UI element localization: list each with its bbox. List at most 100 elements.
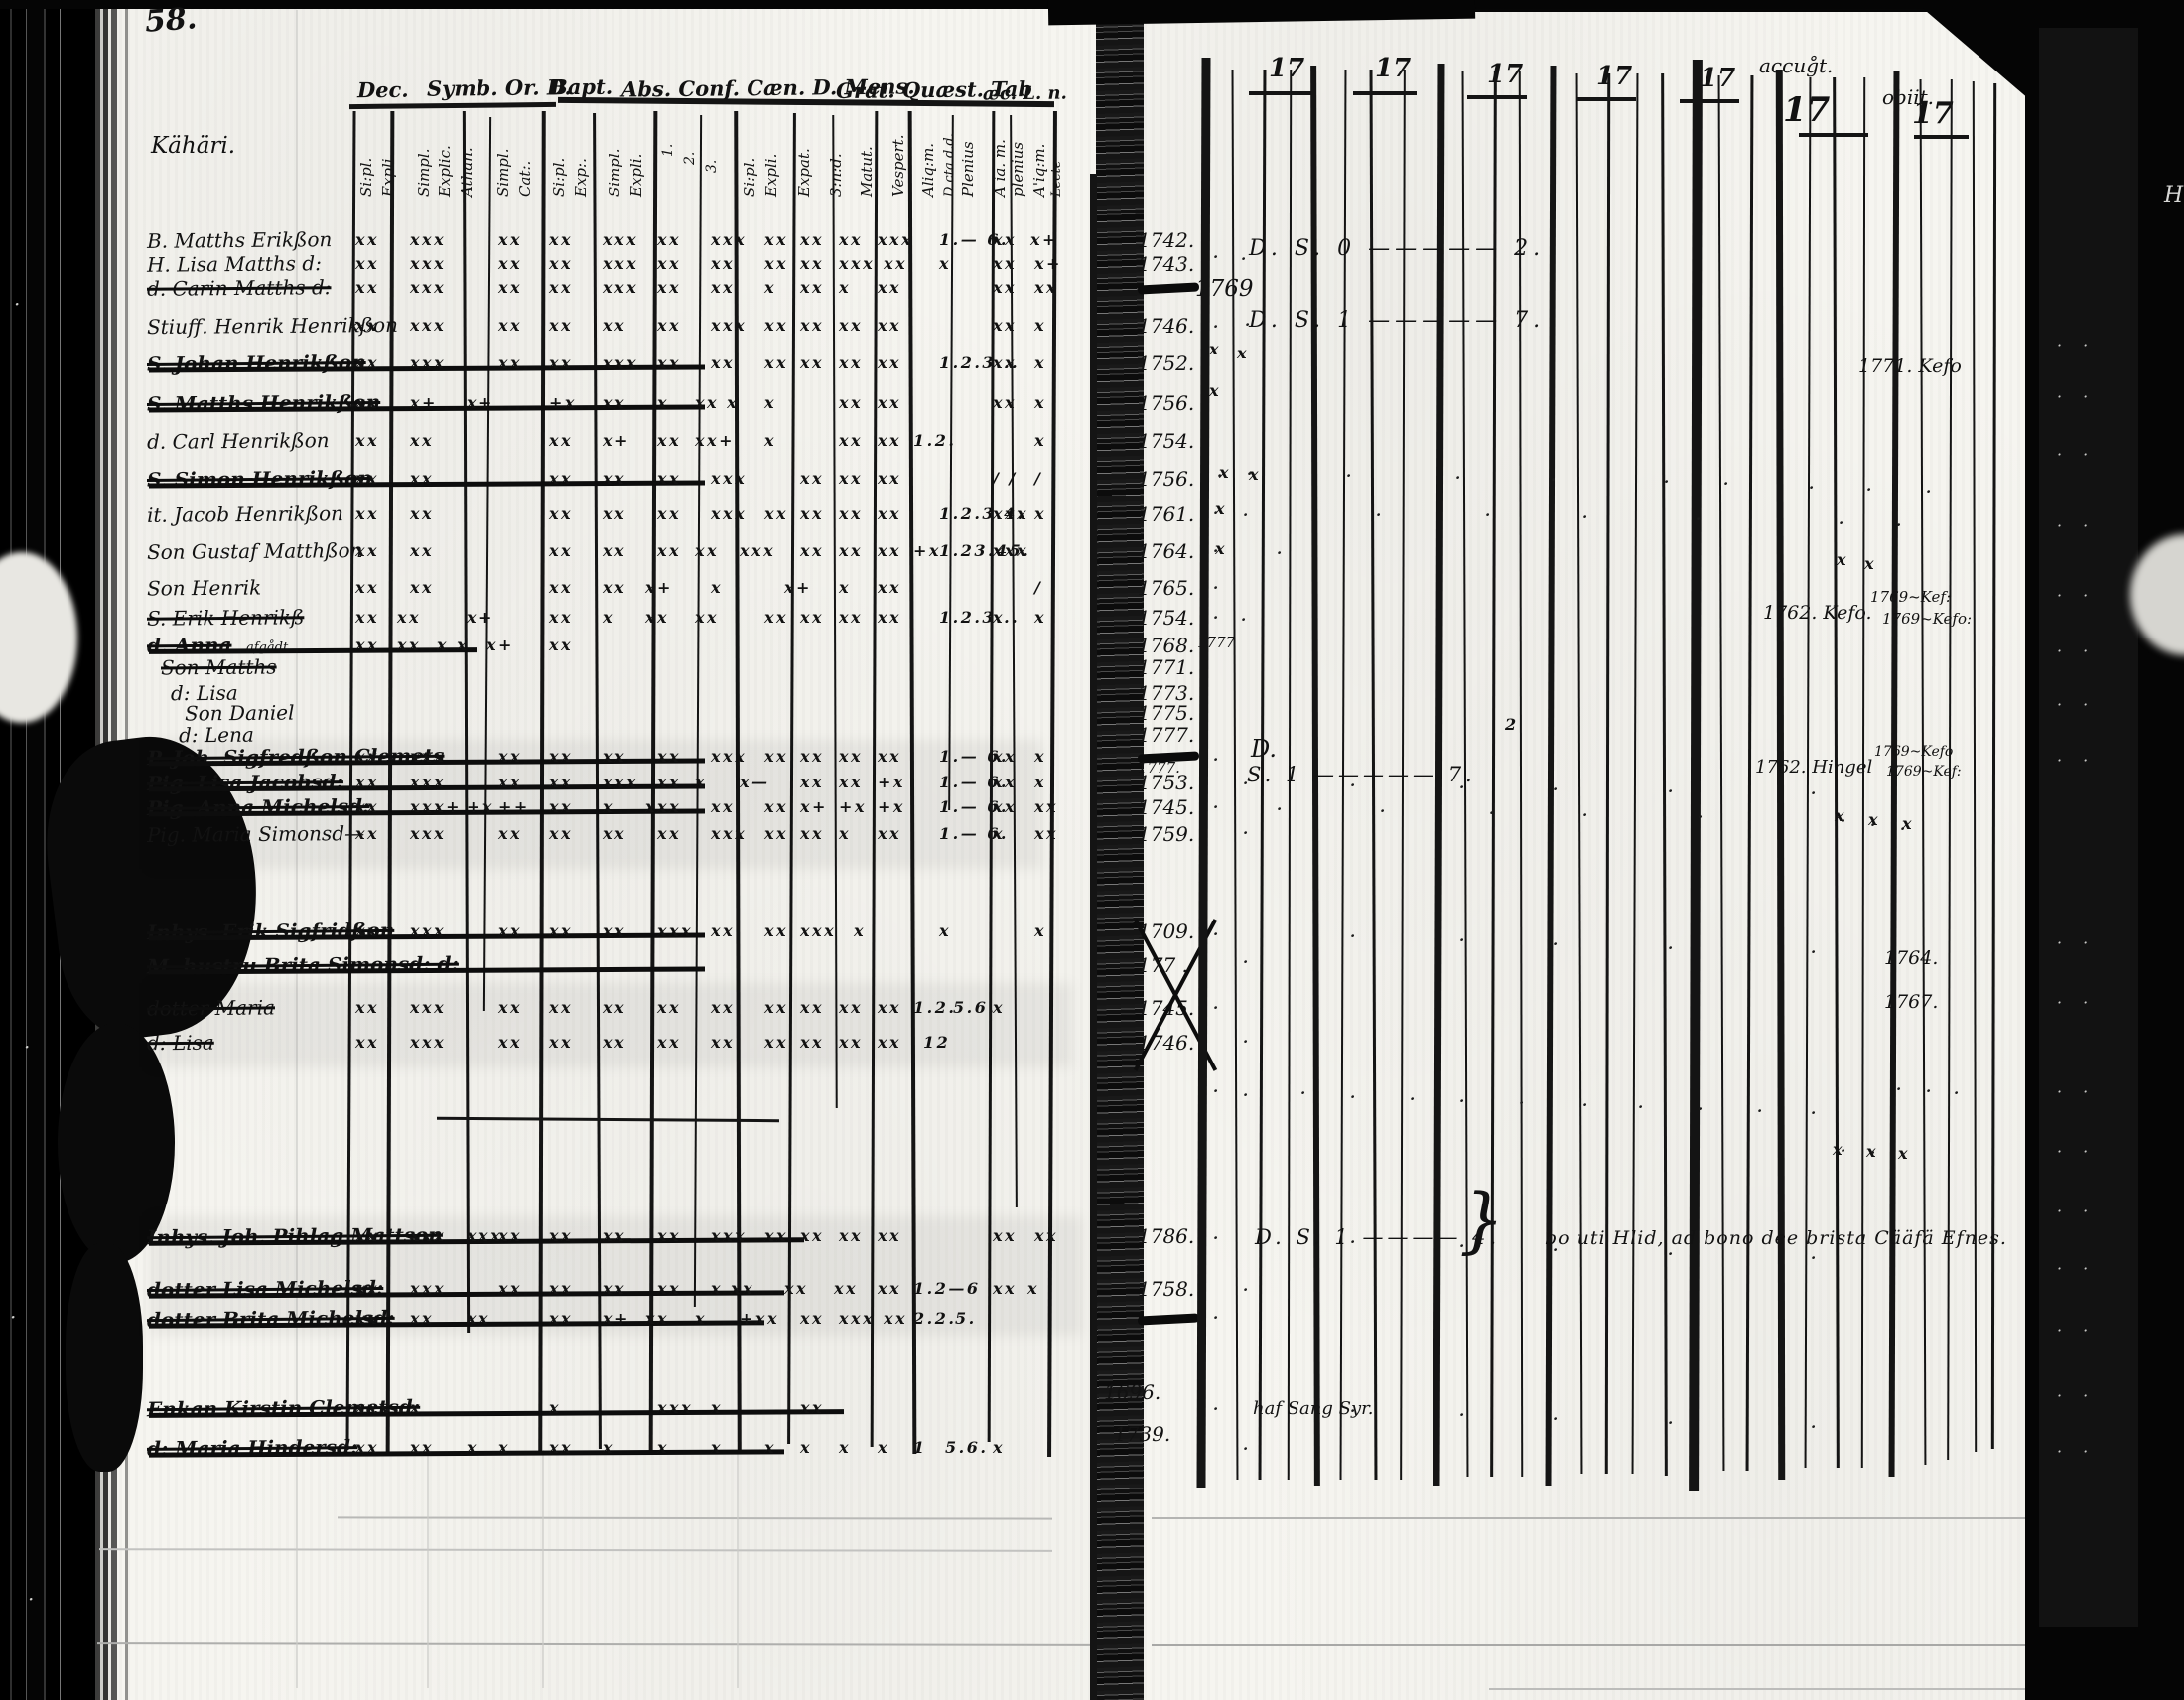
row-mark: x bbox=[939, 254, 952, 273]
row-name: Pig. Maria Simonsd— bbox=[146, 821, 365, 847]
row-mark: xx bbox=[355, 431, 380, 450]
row-mark: xx bbox=[498, 1033, 523, 1052]
row-year: 1765. bbox=[1138, 576, 1195, 600]
row-mark: x bbox=[410, 1398, 423, 1417]
row-mark: x bbox=[657, 393, 670, 412]
row-mark: x xx bbox=[711, 1279, 755, 1298]
row-mark: xxx bbox=[711, 504, 748, 523]
row-mark: xxx bbox=[603, 354, 639, 372]
place-name: Kähäri. bbox=[151, 133, 236, 159]
row-mark: xxx bbox=[410, 254, 447, 273]
row-mark: xx bbox=[549, 469, 574, 488]
row-mark: xxx bbox=[410, 773, 447, 791]
row-dot: · bbox=[1582, 1096, 1588, 1114]
row-mark: x bbox=[839, 278, 852, 297]
marginal-note: D. bbox=[1251, 735, 1278, 763]
row-mark: xx bbox=[993, 254, 1018, 273]
column-label: Plenius bbox=[959, 141, 977, 197]
column-label: Cat:. bbox=[516, 160, 534, 197]
row-mark: xx bbox=[355, 541, 380, 560]
row-name: B. Matths Erikßon bbox=[146, 227, 333, 253]
row-dot: · bbox=[1213, 751, 1219, 769]
row-mark: x bbox=[839, 1438, 852, 1457]
row-mark: xx bbox=[657, 230, 682, 249]
film-bleed-dot: · · bbox=[2057, 1386, 2097, 1405]
row-mark: xx bbox=[355, 636, 380, 654]
row-mark: x+ bbox=[603, 1309, 630, 1328]
row-dot: · bbox=[1213, 318, 1219, 336]
row-mark: x+ bbox=[486, 636, 514, 654]
row-dot: · bbox=[1696, 510, 1702, 528]
row-mark: xx bbox=[839, 1226, 864, 1245]
row-mark: xx bbox=[839, 230, 864, 249]
row-year: 1756. bbox=[1138, 391, 1195, 415]
row-dot: · bbox=[1350, 1402, 1356, 1420]
film-bleed-dot: · · bbox=[2057, 1259, 2097, 1278]
year-header-underline bbox=[1467, 95, 1527, 99]
row-mark: xx bbox=[355, 504, 380, 523]
row-mark: xx bbox=[764, 608, 789, 627]
row-mark: xx bbox=[657, 1279, 682, 1298]
film-bleed-dot: · · bbox=[2057, 516, 2097, 535]
row-mark: xx bbox=[498, 1226, 523, 1245]
marginal-note: 1769~Kef: bbox=[1886, 764, 1962, 779]
row-year: 1777. bbox=[1138, 759, 1180, 777]
row-mark: x bbox=[1034, 747, 1047, 766]
film-bleed-dot: · · bbox=[2057, 751, 2097, 770]
row-mark: xx bbox=[839, 354, 864, 372]
row-mark: xx bbox=[657, 316, 682, 335]
row-year: 177 . bbox=[1138, 953, 1188, 977]
row-dot: · bbox=[1459, 1092, 1465, 1110]
row-dot: · bbox=[1551, 471, 1557, 489]
row-mark: +x bbox=[878, 773, 905, 791]
row-mark: xx bbox=[549, 278, 574, 297]
row-mark: xx bbox=[410, 1309, 435, 1328]
row-mark: xx bbox=[1034, 824, 1059, 843]
row-mark: xx bbox=[657, 541, 682, 560]
row-mark: x bbox=[939, 921, 952, 940]
row-mark: xxx bbox=[410, 230, 447, 249]
column-label: Si:pl. bbox=[741, 157, 758, 197]
row-dot: · bbox=[1638, 1098, 1644, 1116]
film-speck: · bbox=[24, 1035, 31, 1059]
row-dot: · bbox=[1245, 316, 1251, 334]
row-dot: · bbox=[1870, 1144, 1876, 1162]
row-year: 1786. bbox=[1138, 1224, 1195, 1248]
row-mark: xx bbox=[839, 316, 864, 335]
row-mark: x bbox=[1237, 344, 1247, 362]
row-year: 1756. bbox=[1138, 467, 1195, 491]
row-mark: +x bbox=[913, 541, 941, 560]
row-mark: xx bbox=[549, 773, 574, 791]
row-mark: xx bbox=[355, 578, 380, 597]
row-mark: x bbox=[603, 1438, 615, 1457]
row-mark: xx bbox=[410, 541, 435, 560]
row-mark: 2 bbox=[1505, 715, 1517, 734]
row-mark: xx bbox=[764, 824, 789, 843]
row-mark: xx bbox=[549, 354, 574, 372]
marginal-note: bo uti Hlid, ad bono dee brista Cääfä Ef… bbox=[1545, 1227, 2007, 1249]
row-mark: xxx bbox=[711, 1226, 748, 1245]
row-mark: xx bbox=[839, 431, 864, 450]
year-century-header: 17 bbox=[1269, 54, 1305, 83]
row-mark: xxx bbox=[657, 1398, 694, 1417]
column-label: Si:pl. bbox=[550, 157, 568, 197]
scan-shadow-wash bbox=[149, 983, 1072, 1067]
row-mark: x bbox=[764, 393, 777, 412]
row-mark: xx bbox=[603, 316, 627, 335]
row-mark: xxx bbox=[410, 1033, 447, 1052]
film-bleed-dot: · · bbox=[2057, 1142, 2097, 1161]
row-dot: · bbox=[1241, 250, 1247, 268]
row-mark: xxx bbox=[467, 1226, 503, 1245]
row-mark: xx bbox=[1034, 797, 1059, 816]
column-label: Simpl. bbox=[415, 148, 433, 197]
row-name: H. Lisa Matths d: bbox=[146, 251, 323, 277]
row-mark: xx bbox=[800, 469, 825, 488]
year-century-header: 17 bbox=[1783, 90, 1831, 130]
faint-rule bbox=[1152, 1517, 2025, 1519]
row-mark: xx bbox=[549, 431, 574, 450]
marginal-note: 1769~Kefo bbox=[1874, 744, 1954, 760]
column-label: Si:pl. bbox=[357, 157, 375, 197]
row-mark: xx bbox=[410, 504, 435, 523]
row-mark: xx bbox=[878, 747, 902, 766]
